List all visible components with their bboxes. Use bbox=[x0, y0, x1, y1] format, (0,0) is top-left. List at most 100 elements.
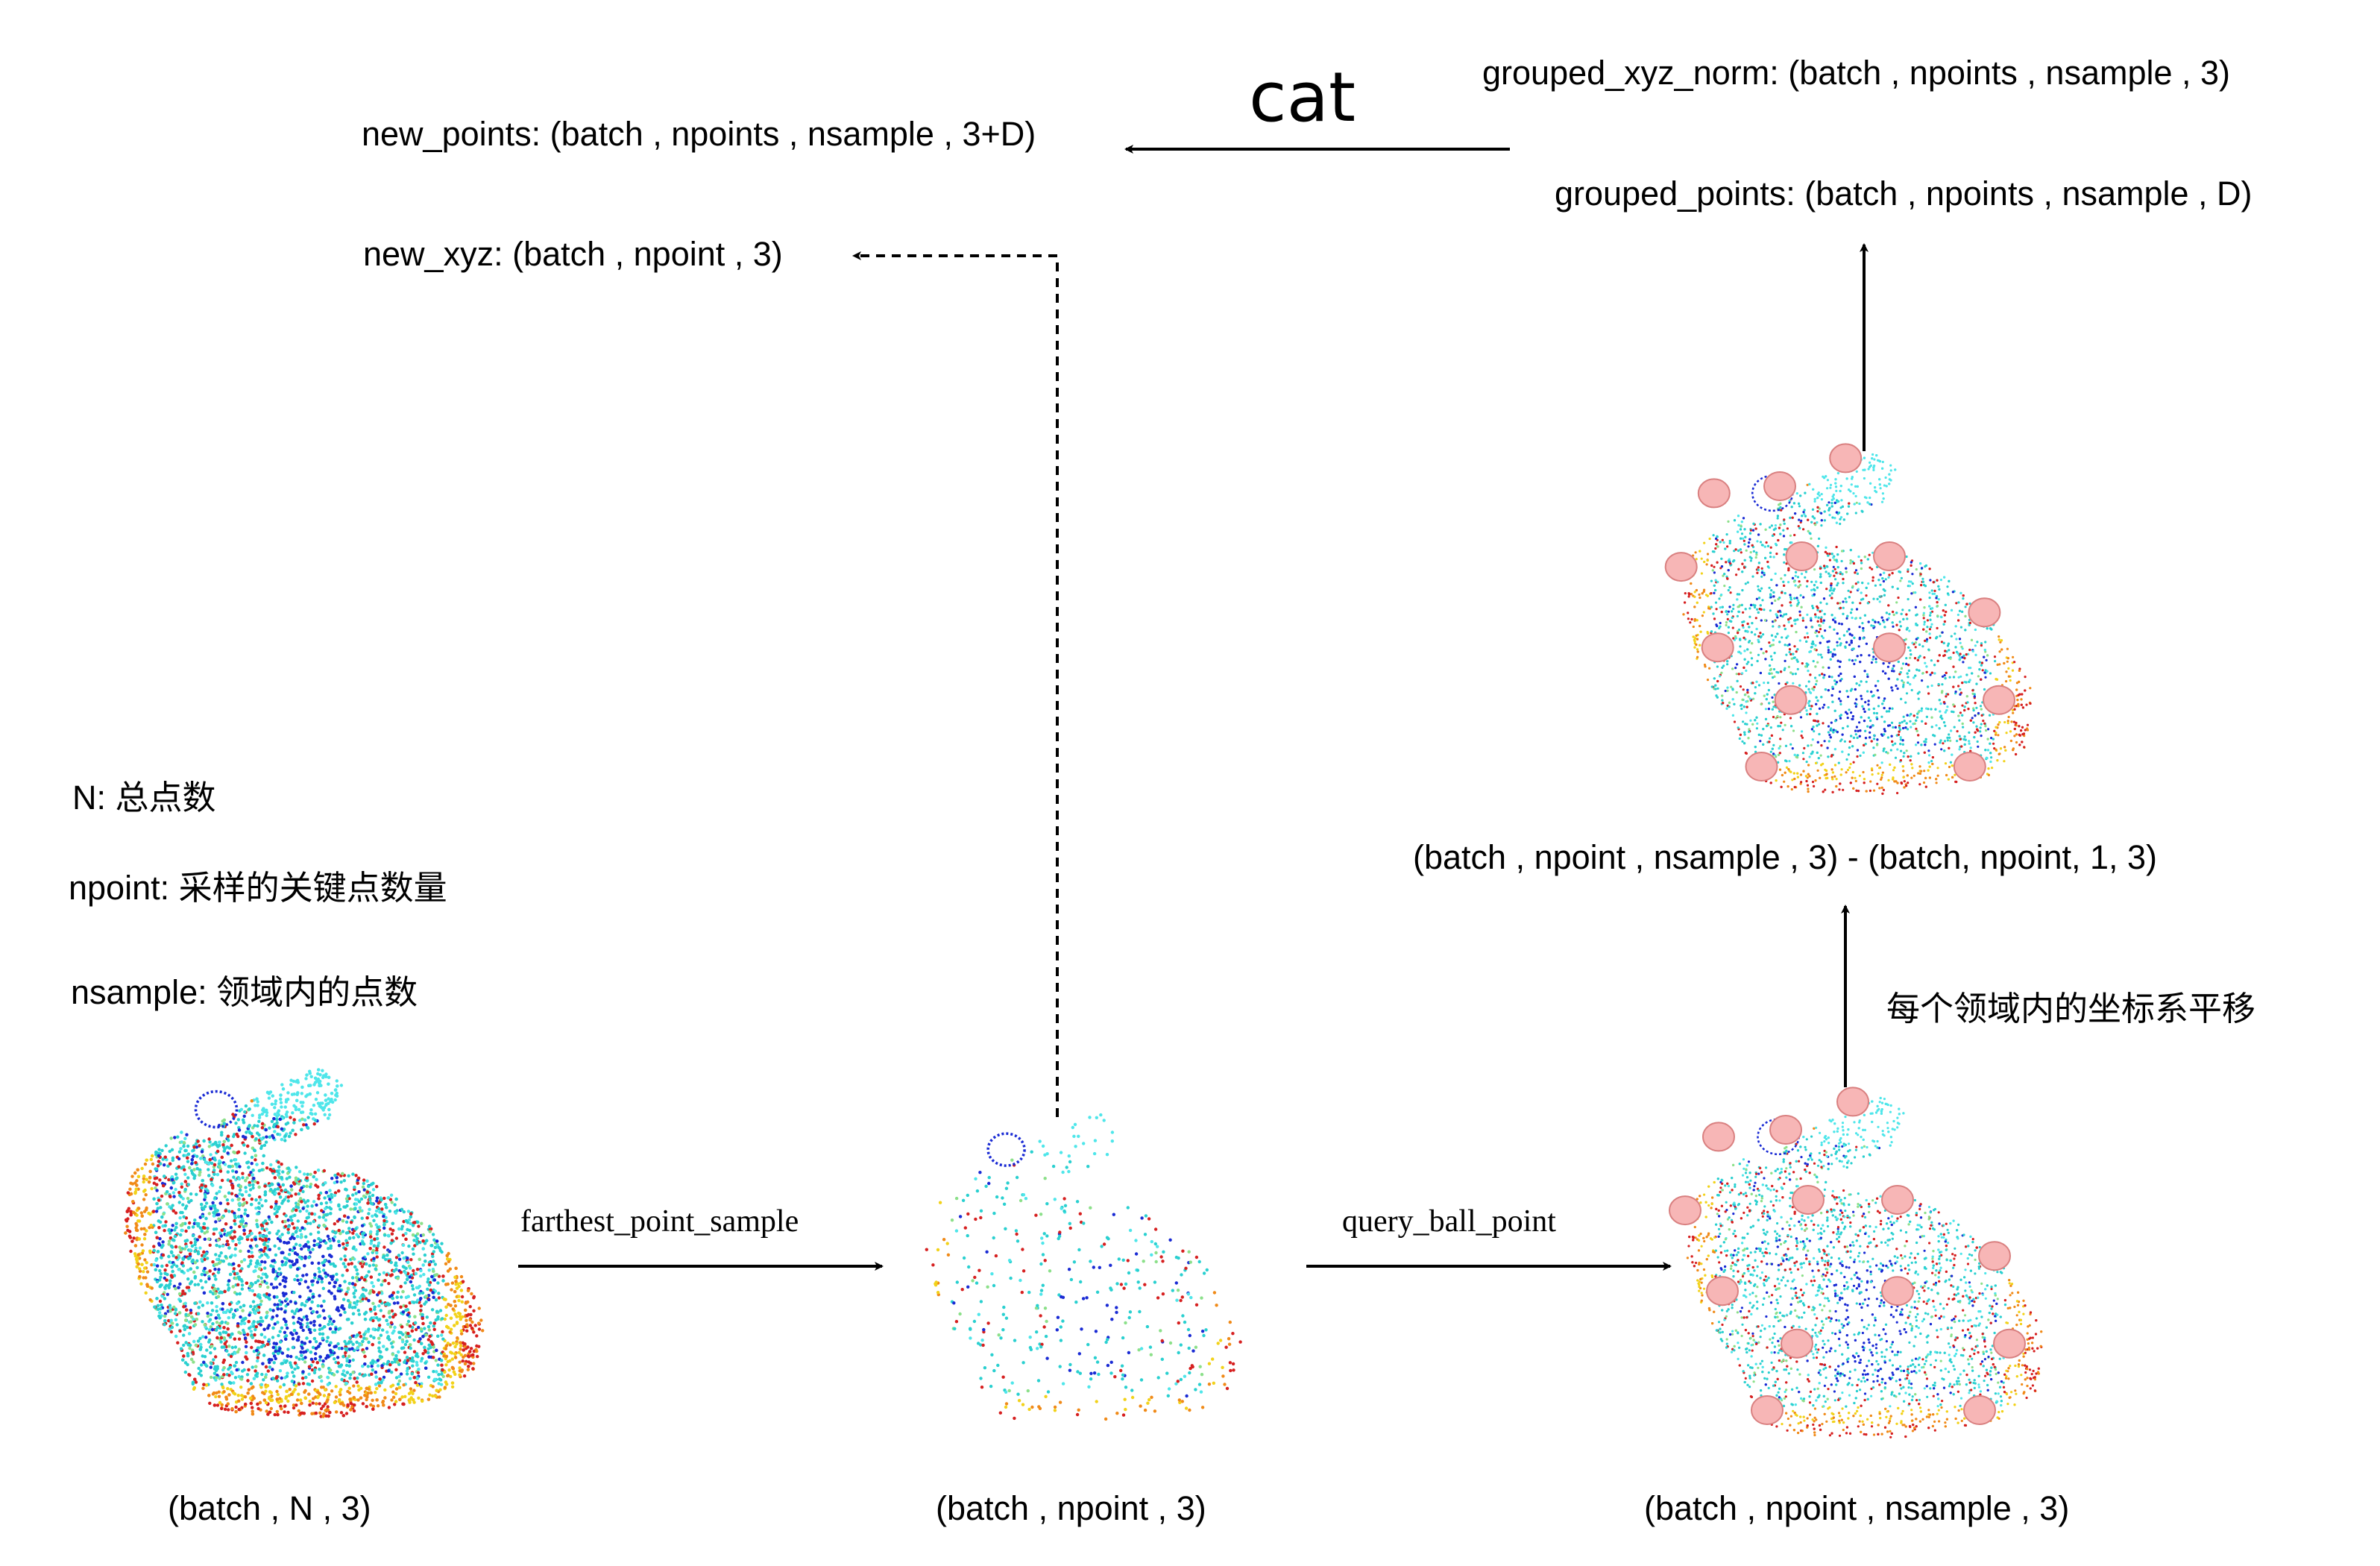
point-dot bbox=[341, 1274, 344, 1277]
point-dot bbox=[289, 1131, 292, 1135]
point-dot bbox=[297, 1182, 301, 1186]
point-dot bbox=[468, 1305, 472, 1309]
point-dot bbox=[206, 1257, 210, 1260]
point-dot bbox=[209, 1351, 212, 1355]
point-dot bbox=[247, 1388, 251, 1392]
point-dot bbox=[286, 1326, 289, 1330]
point-dot bbox=[158, 1311, 162, 1315]
point-dot bbox=[316, 1101, 321, 1105]
point-dot bbox=[168, 1304, 171, 1307]
point-dot bbox=[298, 1316, 301, 1321]
point-dot bbox=[269, 1283, 274, 1286]
point-dot bbox=[361, 1402, 365, 1406]
point-dot bbox=[150, 1186, 154, 1191]
point-dot bbox=[230, 1370, 233, 1374]
point-dot bbox=[145, 1270, 150, 1274]
point-dot bbox=[466, 1368, 470, 1371]
point-dot bbox=[230, 1159, 233, 1163]
point-dot bbox=[289, 1300, 293, 1304]
point-dot bbox=[472, 1362, 476, 1365]
point-dot bbox=[369, 1334, 373, 1338]
point-dot bbox=[477, 1327, 482, 1331]
point-dot bbox=[277, 1165, 281, 1169]
point-dot bbox=[237, 1337, 242, 1341]
point-dot bbox=[307, 1212, 312, 1216]
point-dot bbox=[459, 1344, 463, 1348]
point-dot bbox=[304, 1123, 308, 1127]
point-dot bbox=[362, 1235, 365, 1239]
point-dot bbox=[149, 1157, 153, 1162]
point-dot bbox=[273, 1412, 277, 1417]
point-dot bbox=[286, 1227, 290, 1231]
point-dot bbox=[292, 1406, 296, 1410]
point-dot bbox=[376, 1404, 380, 1408]
point-dot bbox=[183, 1301, 187, 1306]
point-dot bbox=[349, 1221, 353, 1224]
point-dot bbox=[247, 1265, 251, 1268]
point-dot bbox=[417, 1325, 421, 1330]
point-dot bbox=[239, 1315, 242, 1319]
point-dot bbox=[465, 1329, 469, 1333]
point-dot bbox=[244, 1186, 248, 1189]
point-dot bbox=[396, 1290, 400, 1295]
point-dot bbox=[354, 1174, 358, 1177]
point-dot bbox=[397, 1257, 402, 1261]
point-dot bbox=[433, 1262, 438, 1266]
point-dot bbox=[253, 1124, 256, 1128]
point-dot bbox=[289, 1116, 292, 1119]
point-dot bbox=[194, 1142, 198, 1145]
new-xyz-dashed-arrow bbox=[852, 251, 1059, 1117]
point-dot bbox=[164, 1220, 168, 1224]
point-dot bbox=[481, 1329, 485, 1333]
point-dot bbox=[142, 1270, 145, 1274]
point-dot bbox=[276, 1125, 280, 1129]
point-dot bbox=[329, 1262, 333, 1266]
point-dot bbox=[382, 1375, 386, 1380]
point-dot bbox=[259, 1276, 263, 1280]
point-dot bbox=[188, 1346, 192, 1350]
point-dot bbox=[371, 1404, 376, 1409]
point-dot bbox=[248, 1173, 251, 1177]
point-dot bbox=[125, 1224, 129, 1228]
point-dot bbox=[292, 1403, 296, 1407]
point-dot bbox=[358, 1206, 362, 1210]
point-dot bbox=[387, 1406, 391, 1409]
point-dot bbox=[406, 1319, 411, 1324]
point-dot bbox=[316, 1304, 320, 1308]
point-dot bbox=[285, 1110, 289, 1114]
point-dot bbox=[368, 1307, 373, 1312]
point-dot bbox=[335, 1410, 339, 1414]
point-dot bbox=[315, 1203, 318, 1207]
point-dot bbox=[186, 1196, 190, 1201]
point-dot bbox=[343, 1265, 347, 1268]
point-dot bbox=[237, 1348, 241, 1351]
point-dot bbox=[181, 1289, 185, 1293]
point-dot bbox=[304, 1077, 308, 1081]
point-dot bbox=[143, 1258, 147, 1262]
point-dot bbox=[330, 1389, 334, 1393]
point-dot bbox=[470, 1320, 474, 1324]
point-dot bbox=[220, 1178, 224, 1183]
point-dot bbox=[312, 1371, 317, 1375]
point-dot bbox=[273, 1303, 277, 1306]
point-dot bbox=[241, 1360, 245, 1365]
point-dot bbox=[311, 1248, 315, 1251]
point-dot bbox=[177, 1268, 180, 1271]
point-dot bbox=[392, 1301, 397, 1305]
point-dot bbox=[399, 1372, 403, 1376]
point-dot bbox=[264, 1389, 268, 1393]
point-dot bbox=[434, 1298, 438, 1302]
point-dot bbox=[303, 1201, 307, 1204]
point-dot bbox=[409, 1258, 413, 1262]
point-dot bbox=[256, 1274, 261, 1279]
point-dot bbox=[263, 1266, 267, 1270]
point-dot bbox=[412, 1252, 415, 1256]
point-dot bbox=[292, 1226, 296, 1230]
point-dot bbox=[215, 1305, 218, 1309]
point-dot bbox=[289, 1354, 293, 1359]
point-dot bbox=[144, 1291, 148, 1295]
point-dot bbox=[199, 1374, 204, 1377]
point-dot bbox=[373, 1307, 377, 1312]
